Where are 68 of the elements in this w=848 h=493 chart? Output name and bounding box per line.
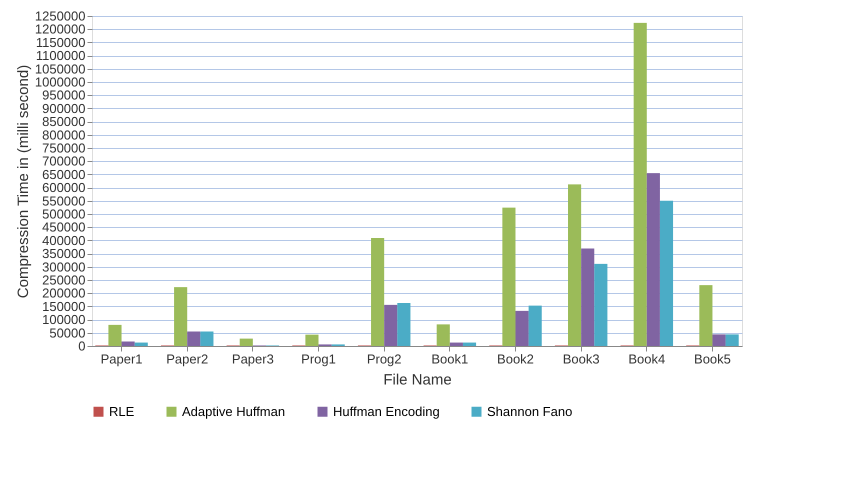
- legend-label: Adaptive Huffman: [182, 404, 286, 419]
- bar: [187, 331, 200, 346]
- bar: [462, 342, 476, 346]
- bar: [371, 238, 384, 346]
- bar: [450, 342, 463, 346]
- bar: [108, 324, 122, 346]
- bar: [122, 342, 135, 346]
- x-axis-title: File Name: [383, 372, 452, 388]
- bar: [436, 324, 450, 346]
- y-tick-label: 150000: [42, 298, 86, 314]
- bar: [699, 285, 712, 346]
- y-tick-label: 400000: [42, 232, 86, 248]
- y-tick-label: 300000: [42, 259, 86, 274]
- y-tick-label: 700000: [42, 154, 86, 169]
- bar: [568, 184, 582, 346]
- bar: [528, 306, 542, 346]
- y-tick-label: 0: [78, 338, 86, 354]
- y-tick-label: 250000: [42, 272, 86, 288]
- bar: [240, 338, 253, 346]
- bar: [174, 287, 188, 346]
- x-tick-label: Book1: [431, 352, 468, 366]
- x-tick-label: Paper2: [166, 352, 208, 366]
- bar: [502, 208, 516, 346]
- x-tick-label: Book5: [694, 352, 731, 366]
- y-tick-label: 800000: [42, 127, 86, 142]
- bar: [397, 302, 410, 346]
- y-tick-label: 850000: [42, 114, 86, 130]
- x-tick-label: Paper1: [100, 352, 143, 366]
- y-tick-label: 1200000: [34, 22, 86, 37]
- bar: [594, 264, 608, 346]
- y-tick-label: 500000: [42, 206, 86, 222]
- bar: [646, 173, 660, 346]
- bar: [305, 334, 319, 346]
- y-tick-label: 100000: [42, 312, 86, 328]
- y-tick-label: 900000: [42, 100, 86, 116]
- y-tick-label: 550000: [42, 193, 86, 208]
- bar: [634, 22, 647, 346]
- y-tick-label: 350000: [42, 246, 86, 262]
- legend-label: Shannon Fano: [487, 404, 572, 419]
- y-tick-label: 1150000: [36, 34, 86, 50]
- y-tick-label: 450000: [42, 220, 86, 235]
- y-tick-label: 200000: [42, 286, 86, 301]
- bar: [515, 310, 529, 346]
- x-tick-label: Book4: [628, 352, 666, 366]
- legend-label: RLE: [109, 404, 135, 419]
- bar: [200, 331, 214, 346]
- legend-label: Huffman Encoding: [333, 404, 440, 419]
- bar: [726, 334, 739, 346]
- y-tick-label: 1100000: [36, 48, 86, 64]
- y-tick-label: 1250000: [34, 8, 86, 24]
- y-tick-label: 950000: [42, 88, 86, 103]
- y-tick-label: 50000: [49, 325, 86, 340]
- y-tick-label: 1050000: [34, 61, 86, 76]
- x-tick-label: Prog2: [366, 352, 402, 366]
- y-tick-label: 750000: [42, 140, 86, 156]
- bar: [712, 334, 726, 346]
- y-axis-title: Compression Time in (milli second): [14, 64, 32, 298]
- y-tick-label: 1000000: [34, 74, 86, 90]
- bar: [384, 304, 398, 346]
- y-tick-label: 650000: [42, 166, 86, 182]
- bar: [581, 248, 594, 346]
- x-tick-label: Prog1: [301, 352, 336, 366]
- bar: [134, 342, 148, 346]
- x-tick-label: Book3: [562, 352, 600, 366]
- y-tick-label: 600000: [42, 180, 86, 196]
- bar: [660, 200, 674, 346]
- x-tick-label: Paper3: [232, 352, 274, 366]
- x-tick-label: Book2: [497, 352, 534, 366]
